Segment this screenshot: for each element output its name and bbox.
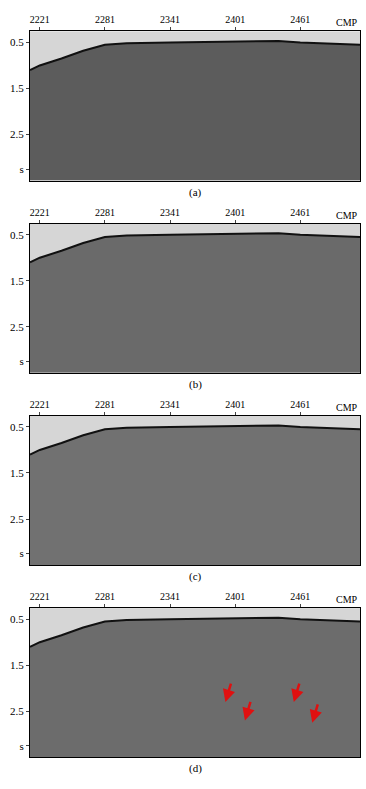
svg-text:CMP: CMP: [336, 17, 358, 28]
svg-text:2461: 2461: [290, 399, 310, 410]
svg-text:2221: 2221: [30, 399, 50, 410]
svg-text:s: s: [20, 740, 24, 752]
svg-text:0.5: 0.5: [10, 229, 24, 241]
svg-text:2281: 2281: [95, 14, 115, 25]
svg-text:2341: 2341: [160, 207, 180, 218]
svg-text:2401: 2401: [225, 591, 245, 602]
svg-text:2401: 2401: [225, 399, 245, 410]
svg-text:2341: 2341: [160, 14, 180, 25]
svg-text:2.5: 2.5: [10, 705, 24, 717]
svg-text:2221: 2221: [30, 14, 50, 25]
svg-text:2281: 2281: [95, 207, 115, 218]
svg-text:2401: 2401: [225, 14, 245, 25]
svg-text:2461: 2461: [290, 591, 310, 602]
svg-text:0.5: 0.5: [10, 36, 24, 48]
svg-text:CMP: CMP: [336, 402, 358, 413]
svg-text:s: s: [20, 355, 24, 367]
svg-text:(d): (d): [189, 762, 202, 775]
svg-text:(a): (a): [189, 186, 202, 199]
svg-text:0.5: 0.5: [10, 613, 24, 625]
svg-text:1.5: 1.5: [10, 659, 24, 671]
svg-text:2281: 2281: [95, 399, 115, 410]
svg-text:1.5: 1.5: [10, 467, 24, 479]
svg-text:s: s: [20, 547, 24, 559]
svg-text:0.5: 0.5: [10, 421, 24, 433]
svg-text:1.5: 1.5: [10, 275, 24, 287]
svg-text:(b): (b): [189, 378, 202, 391]
svg-text:2461: 2461: [290, 207, 310, 218]
svg-text:2461: 2461: [290, 14, 310, 25]
svg-text:1.5: 1.5: [10, 82, 24, 94]
svg-text:2341: 2341: [160, 399, 180, 410]
svg-text:2221: 2221: [30, 591, 50, 602]
svg-text:2401: 2401: [225, 207, 245, 218]
svg-text:2221: 2221: [30, 207, 50, 218]
svg-text:CMP: CMP: [336, 594, 358, 605]
svg-text:2341: 2341: [160, 591, 180, 602]
svg-text:2281: 2281: [95, 591, 115, 602]
svg-text:2.5: 2.5: [10, 128, 24, 140]
svg-text:2.5: 2.5: [10, 321, 24, 333]
svg-text:CMP: CMP: [336, 210, 358, 221]
svg-text:2.5: 2.5: [10, 513, 24, 525]
svg-text:s: s: [20, 163, 24, 175]
svg-text:(c): (c): [189, 570, 202, 583]
